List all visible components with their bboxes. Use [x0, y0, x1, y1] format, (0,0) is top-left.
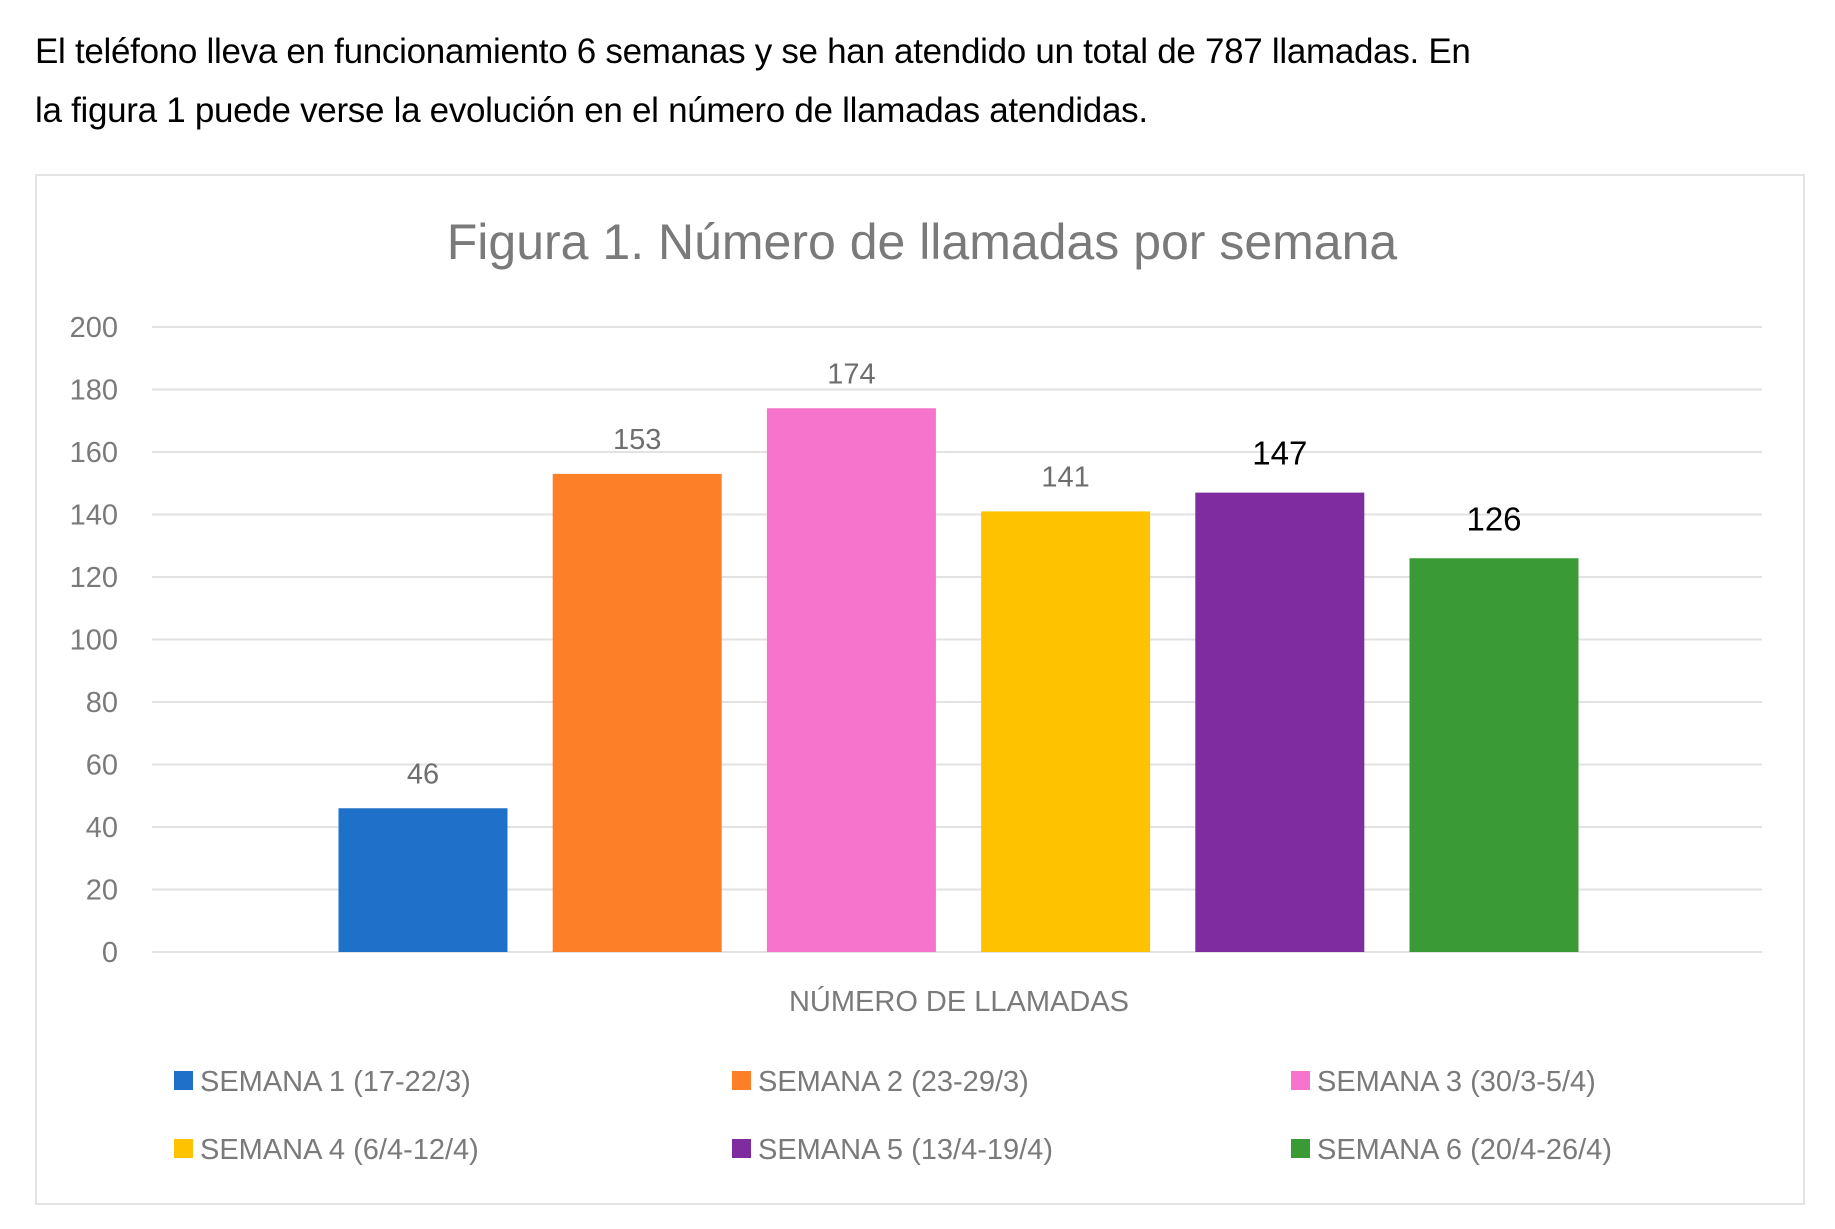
legend-label: SEMANA 2 (23-29/3) — [758, 1066, 1029, 1098]
paragraph-line-1: El teléfono lleva en funcionamiento 6 se… — [35, 32, 1471, 71]
bar — [766, 408, 936, 952]
legend-label: SEMANA 4 (6/4-12/4) — [200, 1134, 479, 1166]
legend-item: SEMANA 1 (17-22/3) — [174, 1066, 471, 1098]
data-label: 147 — [1252, 435, 1307, 472]
y-tick-label: 180 — [70, 375, 118, 407]
bars — [338, 408, 1579, 952]
legend-swatch-icon — [1291, 1139, 1310, 1158]
legend-swatch-icon — [174, 1139, 193, 1158]
legend-label: SEMANA 5 (13/4-19/4) — [758, 1134, 1053, 1166]
legend-item: SEMANA 6 (20/4-26/4) — [1291, 1134, 1612, 1166]
y-tick-label: 40 — [86, 812, 118, 844]
data-label: 141 — [1041, 461, 1089, 493]
legend: SEMANA 1 (17-22/3) SEMANA 2 (23-29/3) SEMA… — [174, 1066, 1612, 1166]
legend-item: SEMANA 5 (13/4-19/4) — [732, 1134, 1053, 1166]
y-tick-label: 120 — [70, 562, 118, 594]
chart-title: Figura 1. Número de llamadas por semana — [447, 214, 1398, 270]
legend-item: SEMANA 2 (23-29/3) — [732, 1066, 1029, 1098]
legend-swatch-icon — [1291, 1071, 1310, 1090]
y-tick-label: 200 — [70, 312, 118, 344]
bar — [338, 808, 508, 952]
legend-item: SEMANA 3 (30/3-5/4) — [1291, 1066, 1596, 1098]
y-tick-label: 20 — [86, 875, 118, 907]
paragraph-line-2: la figura 1 puede verse la evolución en … — [35, 91, 1148, 130]
legend-swatch-icon — [732, 1139, 751, 1158]
data-label: 126 — [1466, 500, 1521, 537]
x-axis-label: NÚMERO DE LLAMADAS — [789, 985, 1129, 1018]
y-tick-label: 80 — [86, 687, 118, 719]
y-tick-label: 60 — [86, 750, 118, 782]
intro-paragraph: El teléfono lleva en funcionamiento 6 se… — [35, 22, 1815, 140]
data-labels: 46 153 174 141 147 126 — [407, 358, 1522, 790]
legend-swatch-icon — [174, 1071, 193, 1090]
y-tick-label: 100 — [70, 625, 118, 657]
legend-swatch-icon — [732, 1071, 751, 1090]
y-tick-label: 160 — [70, 437, 118, 469]
y-tick-label: 0 — [102, 937, 118, 969]
legend-label: SEMANA 3 (30/3-5/4) — [1317, 1066, 1596, 1098]
legend-item: SEMANA 4 (6/4-12/4) — [174, 1134, 479, 1166]
y-axis-ticks: 0 20 40 60 80 100 120 140 160 180 200 — [70, 312, 118, 969]
legend-label: SEMANA 6 (20/4-26/4) — [1317, 1134, 1612, 1166]
data-label: 153 — [613, 424, 661, 456]
data-label: 46 — [407, 758, 439, 790]
y-tick-label: 140 — [70, 500, 118, 532]
bar — [552, 473, 722, 952]
data-label: 174 — [827, 358, 875, 390]
bar — [1409, 558, 1579, 952]
bar — [1195, 492, 1365, 952]
legend-label: SEMANA 1 (17-22/3) — [200, 1066, 471, 1098]
bar — [981, 511, 1151, 952]
